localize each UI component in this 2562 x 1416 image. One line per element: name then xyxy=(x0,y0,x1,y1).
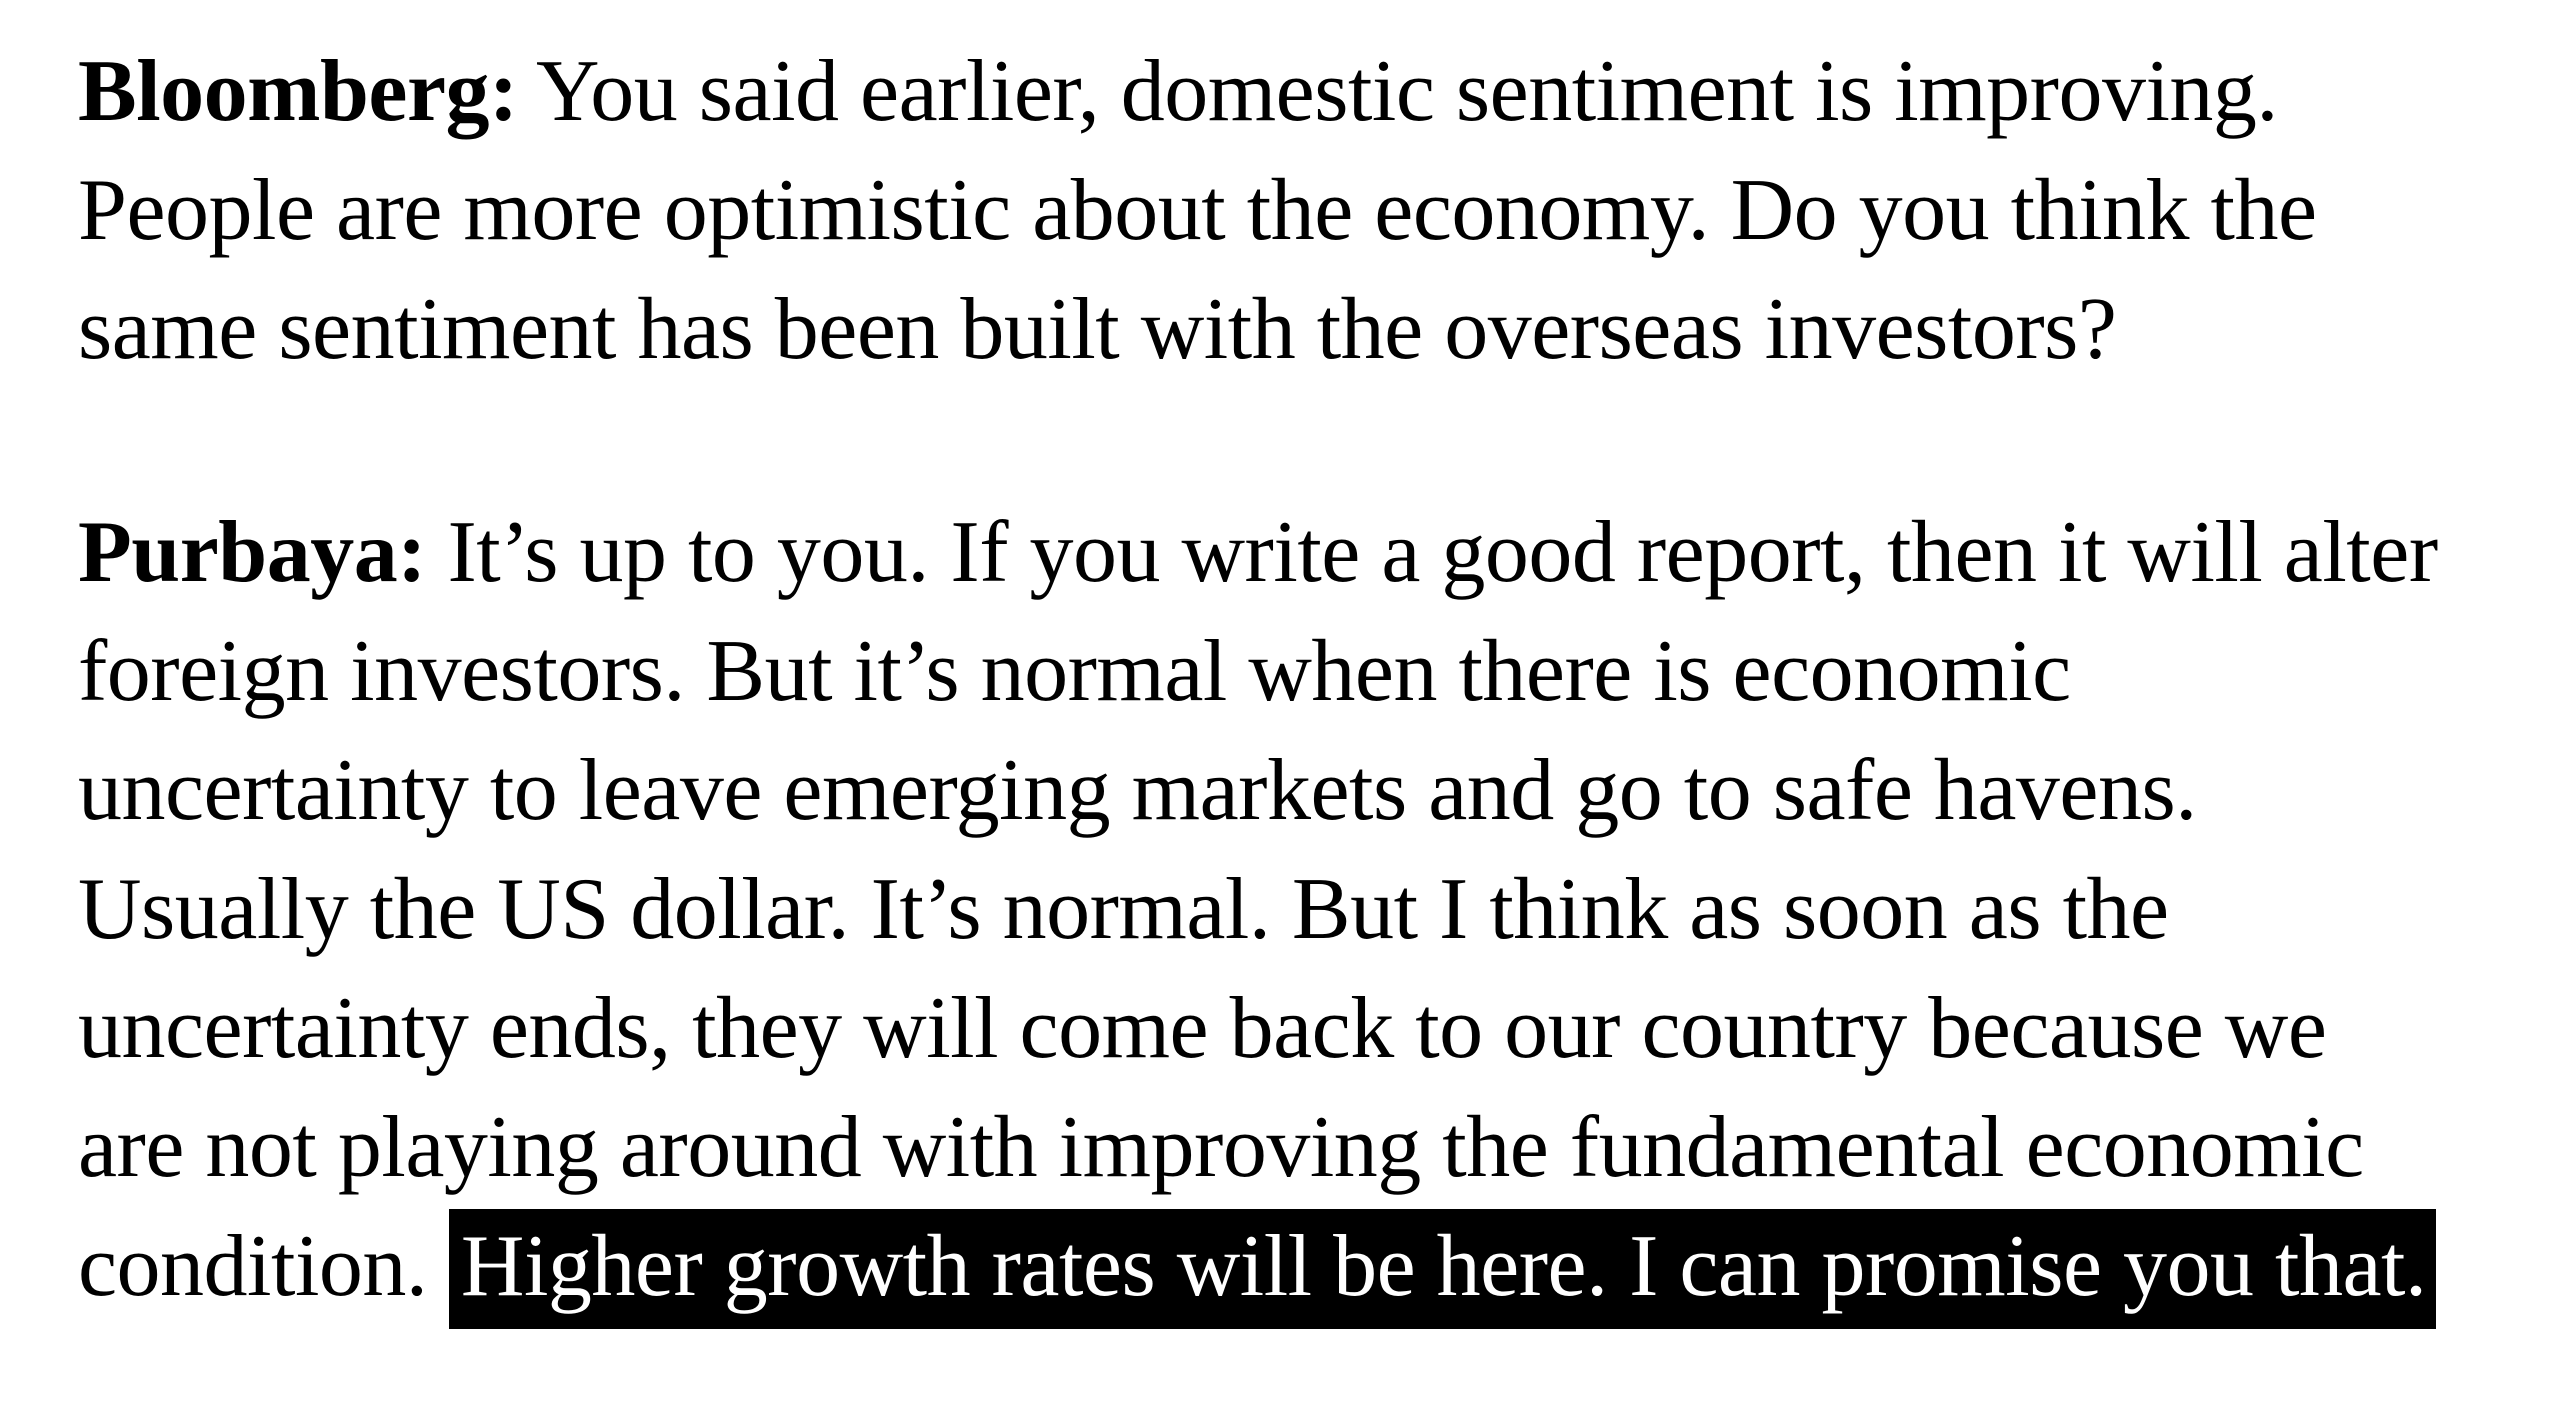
paragraph-bloomberg-question: Bloomberg: You said earlier, domestic se… xyxy=(78,32,2532,389)
text-line: Usually the US dollar. It’s normal. But … xyxy=(78,861,2169,958)
article-text: Bloomberg: You said earlier, domestic se… xyxy=(78,32,2532,1329)
text-segment: It’s up to you. If you write a good repo… xyxy=(426,504,2439,601)
text-line: Purbaya: It’s up to you. If you write a … xyxy=(78,493,2532,612)
text-line: uncertainty to leave emerging markets an… xyxy=(78,742,2197,839)
text-line: condition. Higher growth rates will be h… xyxy=(78,1207,2532,1329)
speaker-name-bloomberg: Bloomberg: xyxy=(78,43,518,140)
text-line: uncertainty ends, they will come back to… xyxy=(78,980,2327,1077)
text-line: are not playing around with improving th… xyxy=(78,1099,2364,1196)
text-segment: You said earlier, domestic sentiment is … xyxy=(517,43,2278,140)
text-line: Bloomberg: You said earlier, domestic se… xyxy=(78,32,2532,151)
speaker-name-purbaya: Purbaya: xyxy=(78,504,427,601)
text-line: People are more optimistic about the eco… xyxy=(78,162,2317,259)
text-line: foreign investors. But it’s normal when … xyxy=(78,623,2071,720)
text-line: same sentiment has been built with the o… xyxy=(78,281,2117,378)
highlighted-sentence: Higher growth rates will be here. I can … xyxy=(448,1209,2437,1329)
text-segment: condition. xyxy=(78,1218,449,1315)
paragraph-purbaya-answer: Purbaya: It’s up to you. If you write a … xyxy=(78,493,2532,1329)
